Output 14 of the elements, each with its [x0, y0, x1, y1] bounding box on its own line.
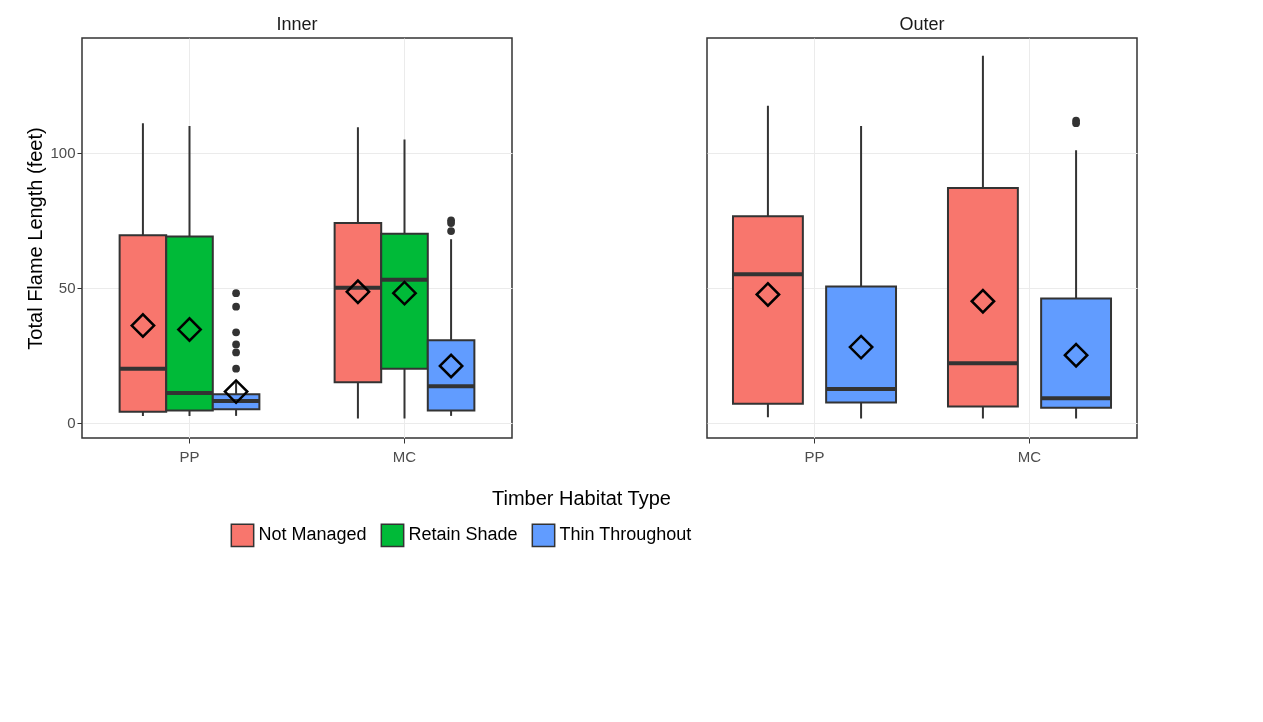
chart-title: Outer — [899, 14, 945, 34]
y-tick-label: 100 — [50, 144, 76, 162]
x-tick-label: MC — [1017, 447, 1042, 465]
y-axis-title: Total Flame Length (feet) — [24, 127, 47, 350]
x-axis-title: Timber Habitat Type — [492, 486, 671, 509]
legend-label: Not Managed — [258, 524, 367, 545]
y-tick-label: 50 — [58, 279, 76, 297]
legend-label: Thin Throughout — [559, 524, 692, 545]
y-tick-label: 0 — [67, 414, 76, 432]
x-tick-label: MC — [392, 447, 417, 465]
x-tick-label: PP — [179, 447, 200, 465]
x-tick-label: PP — [804, 447, 825, 465]
legend-label: Retain Shade — [408, 524, 518, 545]
chart-title: Inner — [276, 14, 318, 34]
